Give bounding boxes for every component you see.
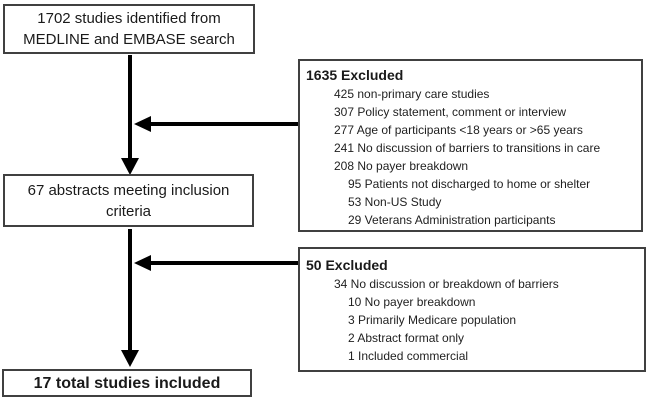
total-included-box: 17 total studies included xyxy=(2,369,252,397)
abstracts-inclusion-box: 67 abstracts meeting inclusion criteria xyxy=(3,174,254,227)
excluded-second-pass-title: 50 Excluded xyxy=(306,257,388,273)
exclusion-reason: 34 No discussion or breakdown of barrier… xyxy=(334,277,559,291)
identified-studies-text: 1702 studies identified from MEDLINE and… xyxy=(23,10,235,48)
exclusion-reason: 241 No discussion of barriers to transit… xyxy=(334,141,601,155)
exclusion-reason: 307 Policy statement, comment or intervi… xyxy=(334,105,567,119)
exclusion-reason: 277 Age of participants <18 years or >65… xyxy=(334,123,583,137)
exclusion-reason: 425 non-primary care studies xyxy=(334,87,490,101)
arrow-identified-to-abstracts xyxy=(121,55,139,175)
total-included-text: 17 total studies included xyxy=(33,374,221,392)
exclusion-reason: 10 No payer breakdown xyxy=(348,295,476,309)
arrow-excluded2-to-flow xyxy=(134,255,298,271)
arrow-excluded1-to-flow xyxy=(134,116,298,132)
excluded-first-pass-box: 1635 Excluded 425 non-primary care studi… xyxy=(298,59,643,232)
exclusion-reason: 1 Included commercial xyxy=(348,349,469,363)
exclusion-reason: 208 No payer breakdown xyxy=(334,159,469,173)
exclusion-reason: 53 Non-US Study xyxy=(348,195,442,209)
exclusion-reason: 29 Veterans Administration participants xyxy=(348,213,556,227)
abstracts-inclusion-text: 67 abstracts meeting inclusion criteria xyxy=(27,181,230,220)
exclusion-reason: 95 Patients not discharged to home or sh… xyxy=(348,177,591,191)
identified-studies-box: 1702 studies identified from MEDLINE and… xyxy=(3,4,255,54)
excluded-second-pass-box: 50 Excluded 34 No discussion or breakdow… xyxy=(298,247,646,372)
exclusion-reason: 2 Abstract format only xyxy=(348,331,465,345)
exclusion-reason: 3 Primarily Medicare population xyxy=(348,313,517,327)
arrow-abstracts-to-included xyxy=(121,229,139,367)
excluded-first-pass-title: 1635 Excluded xyxy=(306,67,404,83)
